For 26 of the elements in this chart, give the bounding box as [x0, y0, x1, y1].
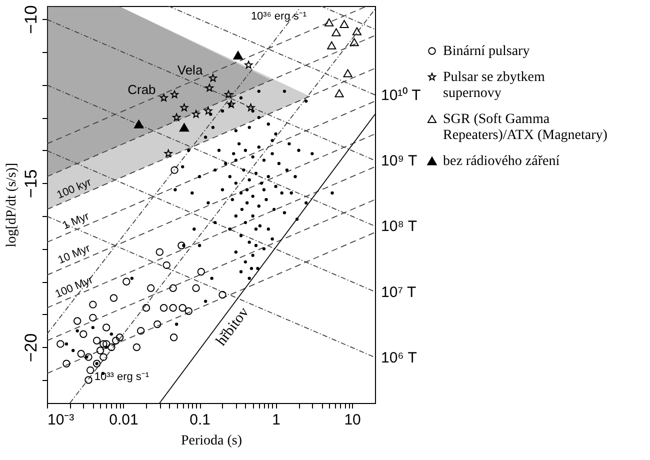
annotation: 100 kyr	[55, 176, 94, 202]
x-tick-label: 0.1	[190, 412, 210, 428]
annotation: Vela	[177, 62, 204, 78]
annotation: 10³⁶ erg s⁻¹	[250, 10, 307, 22]
y-axis-title: log[dP/dt (s/s)]	[4, 162, 20, 248]
annotation: 10⁹ T	[381, 152, 418, 170]
legend-label: bez rádiového záření	[443, 154, 560, 169]
annotation: 1 Myr	[60, 210, 92, 232]
annotation: 10⁷ T	[381, 284, 416, 301]
x-axis-title: Perioda (s)	[180, 434, 242, 448]
annotation: 10⁸ T	[381, 218, 418, 236]
annotation: 10¹⁰ T	[381, 86, 421, 104]
y-tick-label: −15	[22, 169, 40, 198]
legend-label: SGR (Soft Gamma Repeaters)/ATX (Magnetary)	[443, 112, 608, 143]
x-tick-label: 10⁻³	[48, 412, 74, 428]
annotation: 10 Myr	[56, 242, 92, 267]
legend-label: Binární pulsary	[443, 44, 530, 59]
y-tick-label: −10	[22, 5, 40, 34]
y-tick-label: −20	[22, 333, 40, 362]
annotation: Crab	[128, 82, 156, 97]
x-tick-label: 0.01	[109, 412, 138, 428]
legend-label: Pulsar se zbytkem supernovy	[443, 70, 545, 101]
annotation: 10⁶ T	[381, 349, 417, 366]
x-tick-label: 1	[272, 412, 280, 428]
annotation: 100 Myr	[54, 274, 96, 301]
x-tick-label: 10	[344, 412, 361, 428]
